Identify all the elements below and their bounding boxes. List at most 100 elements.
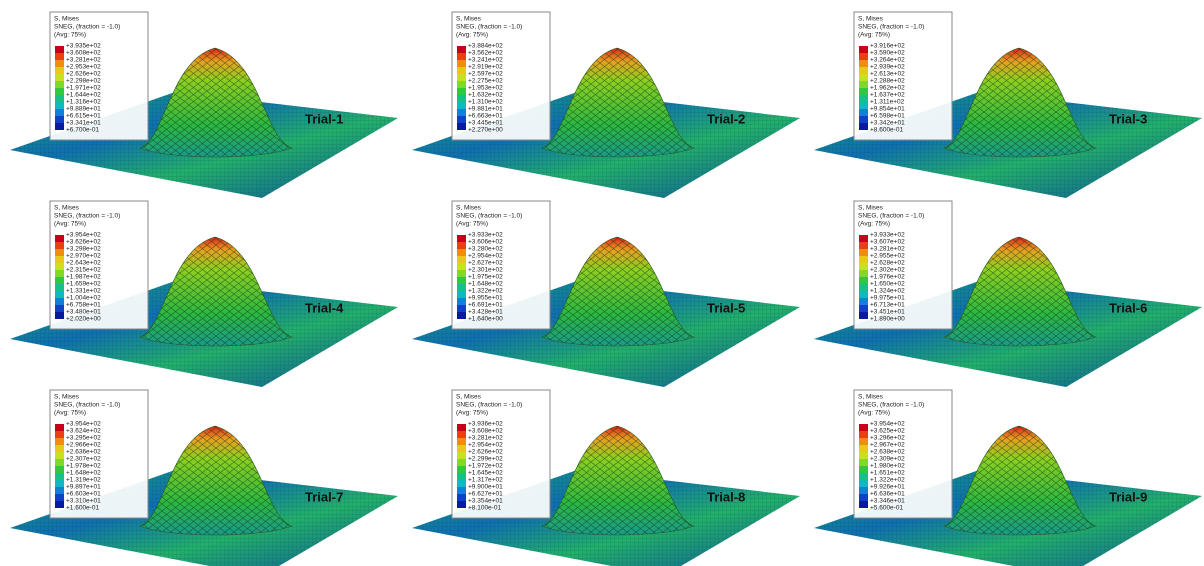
legend-swatch [457,291,466,298]
dome-mesh [542,426,694,535]
legend-swatch [55,452,64,459]
legend-value: +3.606e+02 [468,239,503,246]
legend-box [853,11,953,141]
legend-swatch [457,123,466,130]
legend-value: +2.613e+02 [870,71,905,78]
legend-box [49,200,149,330]
legend-value: +3.607e+02 [870,239,905,246]
legend-swatch [55,123,64,130]
legend-value: +3.884e+02 [468,43,503,50]
legend-swatch [55,109,64,116]
legend-swatch [859,263,868,270]
legend-swatch [859,445,868,452]
legend-swatch [55,298,64,305]
legend-swatch [55,277,64,284]
legend-value: +3.342e+01 [870,120,905,127]
legend-value: +2.299e+02 [468,456,503,463]
legend-value: +6.598e+01 [870,113,905,120]
legend-swatch [55,473,64,480]
legend-value: +1.978e+02 [66,463,101,470]
legend-swatch [859,466,868,473]
legend-title: (Avg: 75%) [54,32,86,39]
legend-value: +2.270e+00 [468,127,503,134]
legend-value: +3.936e+02 [468,421,503,428]
legend-value: +2.626e+02 [468,449,503,456]
legend-swatch [55,431,64,438]
legend-value: +1.650e+02 [870,281,905,288]
legend-swatch [457,249,466,256]
legend-value: +1.331e+02 [66,288,101,295]
legend-value: +3.916e+02 [870,43,905,50]
legend-box [451,11,551,141]
legend-swatch [55,466,64,473]
legend-value: +1.640e+00 [468,316,503,323]
legend-swatch [457,95,466,102]
dome-mesh [944,426,1096,535]
legend-swatch [457,235,466,242]
dome-mesh [140,426,292,535]
legend-swatch [859,480,868,487]
trial-label: Trial-7 [305,489,343,504]
legend-swatch [55,291,64,298]
legend-value: +3.451e+01 [870,309,905,316]
legend-value: +2.302e+02 [870,267,905,274]
legend-value: +3.428e+01 [468,309,503,316]
legend-value: +2.627e+02 [468,260,503,267]
legend-value: +2.298e+02 [66,78,101,85]
legend-value: +2.597e+02 [468,71,503,78]
legend-swatch [859,305,868,312]
legend-value: +3.354e+01 [468,498,503,505]
trial-label: Trial-6 [1109,300,1147,315]
legend-value: +2.954e+02 [468,442,503,449]
legend-title: S, Mises [858,205,884,212]
legend-title: S, Mises [54,394,80,401]
legend-swatch [457,116,466,123]
legend-value: +1.322e+02 [468,288,503,295]
legend-swatch [55,249,64,256]
dome-mesh [542,48,694,157]
legend-value: +2.643e+02 [66,260,101,267]
legend-value: +9.900e+01 [468,484,503,491]
legend-value: +2.020e+00 [66,316,101,323]
legend-value: +1.600e-01 [66,505,99,512]
legend-value: +1.648e+02 [468,281,503,288]
legend-value: +3.954e+02 [870,421,905,428]
legend-swatch [457,298,466,305]
legend-swatch [859,60,868,67]
legend-value: +9.975e+01 [870,295,905,302]
legend-swatch [457,494,466,501]
legend-value: +2.638e+02 [870,449,905,456]
legend-swatch [55,284,64,291]
legend-swatch [55,74,64,81]
legend-title: S, Mises [54,205,80,212]
dome-mesh [140,237,292,346]
legend-box [853,200,953,330]
dome-mesh [542,237,694,346]
legend-value: +9.854e+01 [870,106,905,113]
legend-title: S, Mises [54,16,80,23]
legend-swatch [55,88,64,95]
trial-label: Trial-3 [1109,111,1147,126]
legend-value: +1.972e+02 [468,463,503,470]
trial-label: Trial-9 [1109,489,1147,504]
legend-title: SNEG, (fraction = -1.0) [456,24,522,31]
legend-title: SNEG, (fraction = -1.0) [456,213,522,220]
trial-label: Trial-2 [707,111,745,126]
legend-swatch [457,459,466,466]
legend-swatch [859,102,868,109]
legend-value: +2.966e+02 [66,442,101,449]
legend-swatch [859,291,868,298]
legend-swatch [457,438,466,445]
legend-title: SNEG, (fraction = -1.0) [54,402,120,409]
legend-swatch [859,67,868,74]
legend-value: +1.310e+02 [468,99,503,106]
legend-value: +3.298e+02 [66,246,101,253]
legend-title: (Avg: 75%) [54,410,86,417]
legend-value: +2.955e+02 [870,253,905,260]
legend-swatch [859,88,868,95]
legend-value: +9.889e+01 [66,106,101,113]
legend-value: +1.980e+02 [870,463,905,470]
legend-value: +9.955e+01 [468,295,503,302]
